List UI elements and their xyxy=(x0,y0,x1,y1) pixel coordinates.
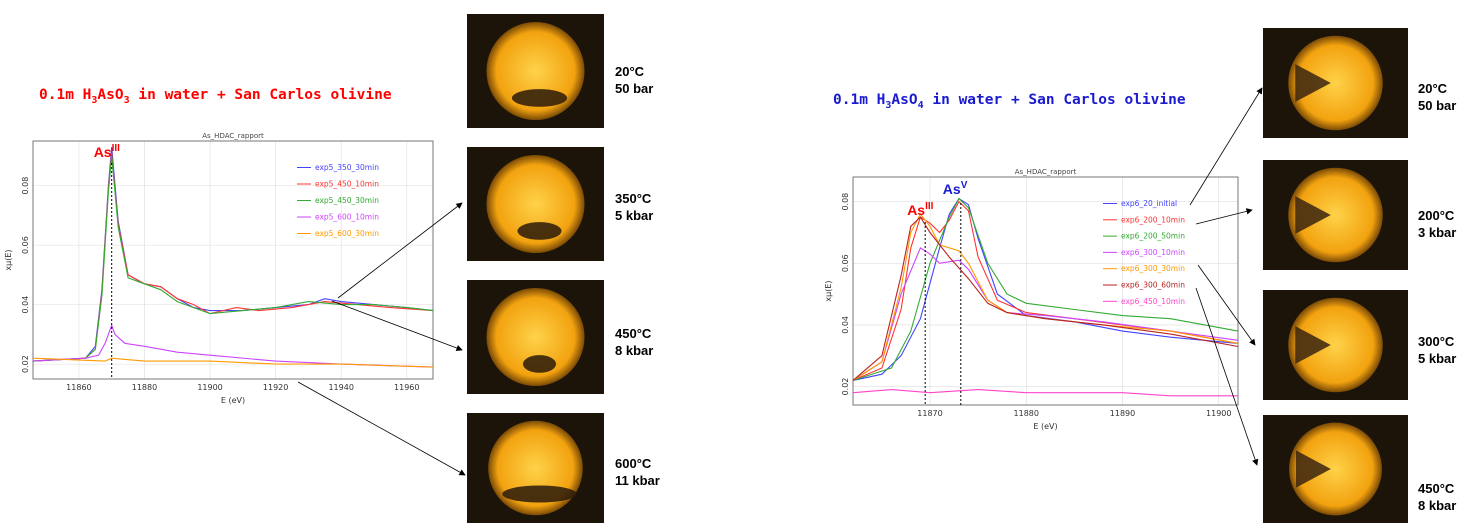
sample-disc xyxy=(1288,297,1383,393)
y-tick-label: 0.02 xyxy=(841,378,850,396)
peak-label: AsV xyxy=(943,180,968,197)
legend-entry: exp6_300_30min xyxy=(1121,264,1185,273)
sample-disc xyxy=(1288,167,1383,263)
x-tick-label: 11960 xyxy=(394,383,419,392)
dark-inclusion xyxy=(522,355,557,373)
sample-photo-right-3 xyxy=(1263,290,1408,400)
legend-entry: exp6_450_10min xyxy=(1121,297,1185,306)
x-tick-label: 11920 xyxy=(263,383,288,392)
x-tick-label: 11870 xyxy=(917,409,942,418)
dark-inclusion xyxy=(511,89,568,107)
legend-entry: exp5_350_30min xyxy=(315,163,379,172)
legend-entry: exp6_200_10min xyxy=(1121,215,1185,224)
x-tick-label: 11900 xyxy=(1206,409,1231,418)
sample-photo-right-4 xyxy=(1263,415,1408,523)
sample-photo-left-4 xyxy=(467,413,604,523)
plot-frame xyxy=(32,140,434,380)
series-line-exp6_20_initial xyxy=(852,197,1239,381)
x-tick-label: 11880 xyxy=(132,383,157,392)
series-line-exp6_300_10min xyxy=(852,247,1239,381)
dark-inclusion xyxy=(1295,196,1331,234)
x-axis-label: E (eV) xyxy=(221,396,245,405)
connector-arrow xyxy=(1195,287,1259,466)
condition-label-left-2: 350°C 5 kbar xyxy=(615,191,654,223)
condition-label-right-4: 450°C 8 kbar xyxy=(1418,481,1457,513)
y-axis-label: xμ(E) xyxy=(4,249,13,270)
sample-photo-right-1 xyxy=(1263,28,1408,138)
connector-arrow xyxy=(337,202,463,299)
dark-inclusion xyxy=(502,485,577,503)
peak-label: AsIII xyxy=(907,201,933,218)
y-tick-label: 0.02 xyxy=(21,355,30,373)
sample-photo-left-3 xyxy=(467,280,604,394)
legend-entry: exp5_600_10min xyxy=(315,213,379,222)
legend-entry: exp5_450_10min xyxy=(315,180,379,189)
left-panel-title: 0.1m H3AsO3 in water + San Carlos olivin… xyxy=(39,87,392,106)
x-tick-label: 11860 xyxy=(66,383,91,392)
chart-1: As_HDAC_rapport 11870 11880 11890 11900 0.02 0… xyxy=(824,168,1239,431)
chart-title: As_HDAC_rapport xyxy=(1015,168,1077,176)
sample-disc xyxy=(1288,35,1383,131)
peak-label: AsIII xyxy=(94,143,120,160)
series-line-exp6_450_10min xyxy=(852,389,1238,397)
y-axis-label: xμ(E) xyxy=(824,280,833,301)
condition-label-left-1: 20°C 50 bar xyxy=(615,64,654,96)
dark-inclusion xyxy=(1296,450,1331,488)
y-tick-label: 0.04 xyxy=(841,316,850,334)
series-line-exp5_450_30min xyxy=(32,155,434,362)
y-tick-label: 0.06 xyxy=(841,254,850,272)
right-panel-title: 0.1m H3AsO4 in water + San Carlos olivin… xyxy=(833,92,1186,111)
x-tick-label: 11890 xyxy=(1110,409,1135,418)
condition-label-right-1: 20°C 50 bar xyxy=(1418,81,1457,113)
y-tick-label: 0.08 xyxy=(841,193,850,211)
dark-inclusion xyxy=(1295,326,1331,364)
y-tick-label: 0.04 xyxy=(21,296,30,314)
y-tick-label: 0.08 xyxy=(21,177,30,195)
condition-label-right-2: 200°C 3 kbar xyxy=(1418,208,1457,240)
legend-entry: exp6_200_50min xyxy=(1121,232,1185,241)
sample-disc xyxy=(486,287,585,387)
dark-inclusion xyxy=(1295,64,1331,102)
connector-arrow xyxy=(331,300,463,352)
condition-label-left-4: 600°C 11 kbar xyxy=(615,456,660,488)
connector-arrow xyxy=(1197,264,1256,346)
series-line-exp6_300_60min xyxy=(852,216,1239,381)
sample-photo-left-1 xyxy=(467,14,604,128)
legend-entry: exp5_450_30min xyxy=(315,196,379,205)
legend-entry: exp6_20_initial xyxy=(1121,199,1177,208)
series-line-exp5_600_10min xyxy=(32,323,434,368)
x-tick-label: 11900 xyxy=(197,383,222,392)
series-line-exp5_600_30min xyxy=(32,357,434,368)
sample-photo-right-2 xyxy=(1263,160,1408,270)
connector-arrow xyxy=(1195,208,1253,225)
plot-frame xyxy=(852,176,1239,406)
legend-entry: exp6_300_10min xyxy=(1121,248,1185,257)
x-axis-label: E (eV) xyxy=(1033,422,1057,431)
condition-label-left-3: 450°C 8 kbar xyxy=(615,326,654,358)
sample-photo-left-2 xyxy=(467,147,604,261)
x-tick-label: 11940 xyxy=(328,383,353,392)
connector-arrow xyxy=(1189,87,1263,206)
condition-label-right-3: 300°C 5 kbar xyxy=(1418,334,1457,366)
dark-inclusion xyxy=(517,222,562,240)
sample-disc xyxy=(1289,422,1382,516)
legend-entry: exp6_300_60min xyxy=(1121,281,1185,290)
chart-title: As_HDAC_rapport xyxy=(202,132,264,140)
series-line-exp6_200_50min xyxy=(852,197,1239,381)
legend-entry: exp5_600_30min xyxy=(315,229,379,238)
y-tick-label: 0.06 xyxy=(21,236,30,254)
x-tick-label: 11880 xyxy=(1014,409,1039,418)
connector-arrow xyxy=(297,381,466,476)
chart-0: As_HDAC_rapport 11860 11880 11900 11920 11940… xyxy=(4,132,434,405)
